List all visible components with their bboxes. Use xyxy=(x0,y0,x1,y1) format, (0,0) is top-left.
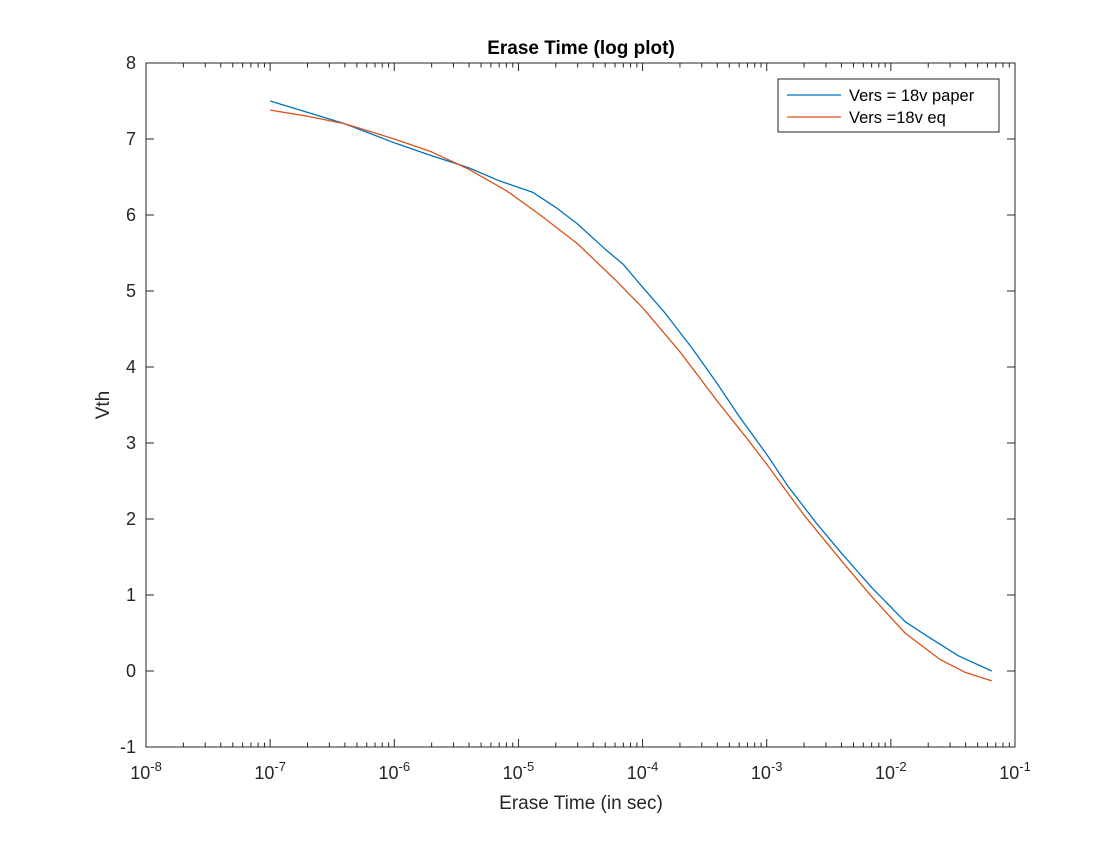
y-tick-label: 0 xyxy=(126,661,136,681)
series-line-1 xyxy=(269,100,993,672)
legend: Vers = 18v paper Vers =18v eq xyxy=(777,78,1000,133)
y-tick-label: 2 xyxy=(126,509,136,529)
y-tick-label: 3 xyxy=(126,433,136,453)
axes-box xyxy=(145,62,1016,748)
axes-background xyxy=(146,63,1015,747)
plot-area: 10-8 10-7 10-6 10-5 10-4 10-3 10-2 10-1 -1 0 1 2 3 4 5… xyxy=(120,53,1031,783)
y-tick-label: -1 xyxy=(120,737,136,757)
x-tick-label: 10-2 xyxy=(875,759,907,783)
y-tick-label: 4 xyxy=(126,357,136,377)
series-line-2 xyxy=(270,109,992,682)
legend-label-2: Vers =18v eq xyxy=(849,109,946,127)
y-tick-label: 1 xyxy=(126,585,136,605)
x-tick-label: 10-5 xyxy=(503,759,535,783)
x-tick-label: 10-3 xyxy=(751,759,783,783)
y-axis-label: Vth xyxy=(93,391,114,420)
x-tick-label: 10-6 xyxy=(378,759,410,783)
legend-box xyxy=(777,78,1000,133)
x-tick-label: 10-4 xyxy=(627,759,659,783)
y-tick-label: 6 xyxy=(126,205,136,225)
x-tick-label: 10-1 xyxy=(999,759,1031,783)
y-tick-label: 7 xyxy=(126,129,136,149)
y-tick-label: 5 xyxy=(126,281,136,301)
legend-label-1: Vers = 18v paper xyxy=(849,87,975,105)
x-tick-label: 10-7 xyxy=(254,759,286,783)
x-axis-label: Erase Time (in sec) xyxy=(499,793,663,814)
y-tick-label: 8 xyxy=(126,53,136,73)
chart-title: Erase Time (log plot) xyxy=(487,38,675,59)
x-tick-label: 10-8 xyxy=(130,759,162,783)
